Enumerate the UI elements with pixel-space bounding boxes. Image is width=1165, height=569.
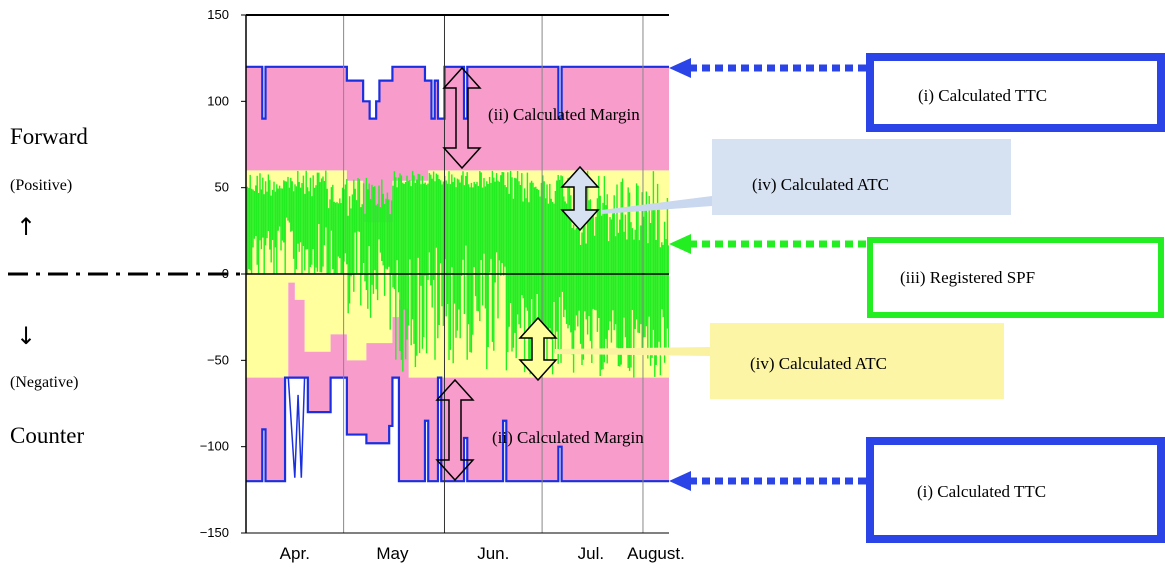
- ttc-counter-spike: [287, 377, 306, 478]
- y-tick-label: 50: [215, 180, 229, 195]
- atc-top-box: [712, 139, 1011, 215]
- atc-top-label: (iv) Calculated ATC: [752, 175, 889, 194]
- atc-bottom-label: (iv) Calculated ATC: [750, 354, 887, 373]
- x-tick-label: Jun.: [477, 544, 509, 563]
- margin-counter-arrow: [435, 378, 475, 482]
- margin-counter-label: (ii) Calculated Margin: [492, 428, 644, 447]
- spf-pointer-head: [669, 234, 691, 254]
- atc-forward-arrow: [560, 165, 600, 232]
- y-tick-label: 150: [207, 7, 229, 22]
- margin-forward-arrow: [442, 66, 482, 170]
- margin-forward-region: [246, 66, 669, 223]
- x-tick-label: August.: [627, 544, 685, 563]
- spf-label: (iii) Registered SPF: [900, 268, 1035, 287]
- y-tick-label: −50: [207, 352, 229, 367]
- spf-box: [867, 237, 1164, 318]
- ttc-top-label: (i) Calculated TTC: [918, 86, 1047, 105]
- positive-label: (Positive): [10, 177, 73, 194]
- y-tick-label: 100: [207, 93, 229, 108]
- negative-label: (Negative): [10, 374, 79, 391]
- atc-bottom-box: [710, 323, 1004, 399]
- atc-top-connector: [602, 196, 712, 214]
- y-tick-label: −100: [200, 439, 229, 454]
- margin-forward-label: (ii) Calculated Margin: [488, 105, 640, 124]
- ttc-top-pointer-head: [669, 58, 691, 78]
- up-arrow-icon: ↑: [16, 213, 37, 241]
- atc-counter-arrow: [518, 316, 558, 382]
- down-arrow-icon: ↓: [16, 322, 37, 350]
- ttc-bottom-pointer-head: [669, 471, 691, 491]
- x-tick-label: May: [376, 544, 409, 563]
- x-tick-label: Apr.: [280, 544, 310, 563]
- ttc-bottom-label: (i) Calculated TTC: [917, 482, 1046, 501]
- forward-label: Forward: [10, 124, 88, 149]
- y-tick-label: −150: [200, 525, 229, 540]
- ttc-bottom-box: [866, 437, 1165, 543]
- atc-bottom-connector: [555, 347, 710, 356]
- ttc-top-box: [866, 53, 1165, 132]
- x-tick-label: Jul.: [578, 544, 604, 563]
- ttc-counter-line: [246, 376, 669, 483]
- counter-label: Counter: [10, 423, 85, 448]
